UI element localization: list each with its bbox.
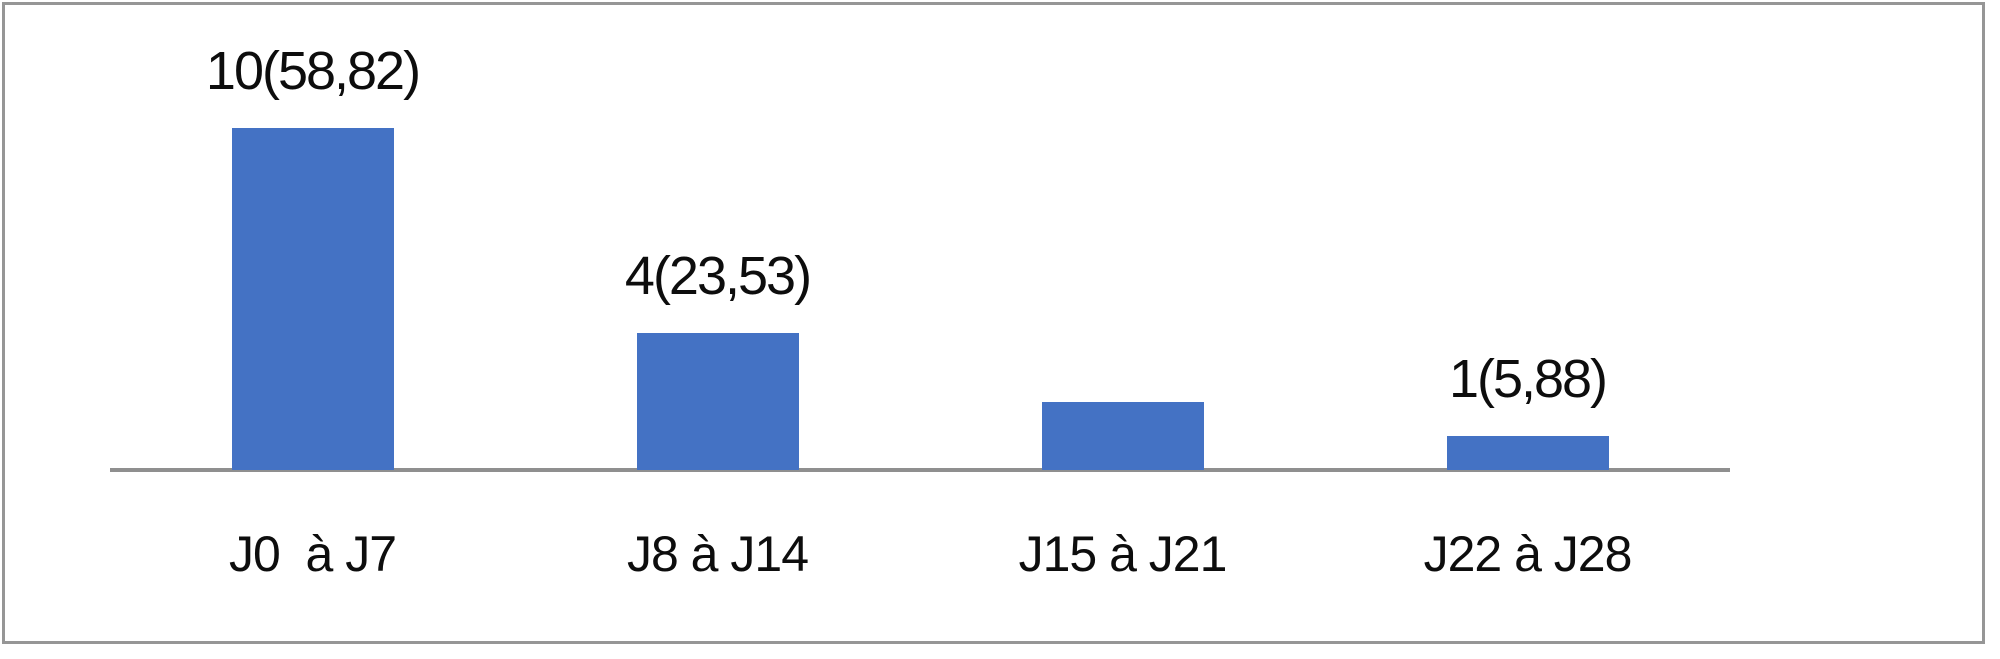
category-label-3: J22 à J28 [1423, 526, 1633, 582]
data-label-1: 4(23,53) [624, 246, 812, 306]
bar-3 [1446, 436, 1609, 470]
chart-border-frame [2, 2, 1985, 644]
category-label-1: J8 à J14 [626, 526, 809, 582]
data-label-3: 1(5,88) [1448, 349, 1608, 409]
bar-2 [1041, 402, 1204, 470]
data-label-0: 10(58,82) [205, 41, 421, 101]
category-label-2: J15 à J21 [1018, 526, 1228, 582]
bar-1 [636, 333, 799, 470]
category-label-0: J0 à J7 [228, 526, 397, 582]
x-axis-line [110, 468, 1730, 472]
bar-0 [231, 128, 394, 470]
